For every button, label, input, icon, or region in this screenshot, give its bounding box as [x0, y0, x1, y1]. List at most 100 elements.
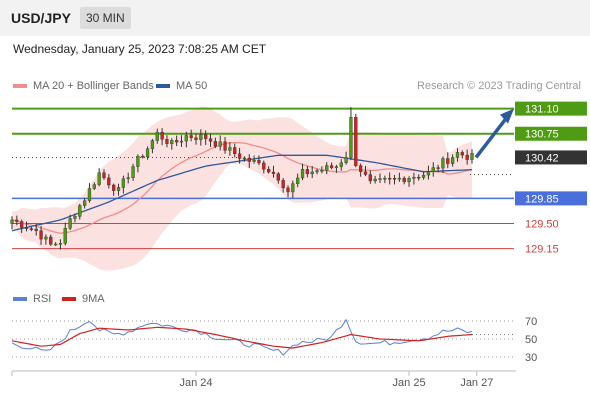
candle-25	[131, 166, 135, 178]
candle-16	[87, 188, 92, 201]
candle-21	[112, 184, 116, 191]
resistance-label-0: 131.10	[525, 104, 559, 116]
ma50-swatch	[156, 84, 170, 88]
legend-ma20: MA 20 + Bollinger Bands	[13, 80, 154, 92]
candle-31	[160, 132, 164, 140]
candle-42	[213, 141, 218, 147]
candle-54	[271, 171, 276, 174]
resistance-label-box-1	[515, 126, 587, 141]
candle-71	[354, 117, 358, 166]
candle-82	[407, 178, 411, 183]
candle-28	[145, 148, 150, 157]
candle-22	[116, 187, 121, 191]
candle-11	[63, 228, 67, 244]
candle-39	[199, 134, 203, 140]
candle-60	[300, 169, 305, 179]
candle-7	[44, 236, 48, 240]
candle-85	[421, 174, 426, 178]
candle-20	[107, 177, 111, 186]
resistance-label-1: 130.75	[525, 129, 559, 141]
legend-9ma: 9MA	[62, 293, 105, 305]
candle-90	[446, 158, 450, 164]
candle-46	[233, 147, 237, 154]
candle-88	[436, 167, 440, 169]
candle-73	[363, 171, 368, 175]
candle-91	[450, 157, 455, 164]
rsi-ma-line	[11, 326, 473, 349]
candle-52	[262, 162, 266, 170]
candle-55	[276, 173, 280, 181]
candle-43	[218, 141, 222, 147]
candle-64	[320, 169, 324, 172]
legend-ma50: MA 50	[156, 80, 207, 92]
candle-38	[194, 137, 198, 140]
candle-84	[417, 176, 421, 179]
candle-9	[53, 243, 58, 246]
ma50-legend-label: MA 50	[176, 80, 208, 92]
candle-95	[470, 153, 474, 160]
candle-83	[412, 176, 416, 179]
candle-68	[339, 162, 343, 167]
candle-3	[24, 227, 29, 229]
candle-35	[179, 140, 184, 143]
candle-8	[49, 236, 53, 245]
candle-30	[155, 132, 159, 141]
symbol-label: USD/JPY	[11, 10, 71, 26]
candle-15	[82, 200, 87, 206]
candle-86	[426, 171, 431, 176]
bollinger-band	[12, 106, 472, 271]
rsi-tick-label-2: 30	[525, 352, 537, 364]
candle-14	[78, 205, 82, 217]
current-price-box	[515, 150, 587, 165]
candle-75	[373, 178, 377, 182]
candle-29	[150, 140, 155, 150]
candle-81	[402, 177, 406, 183]
support-label-3: 129.85	[525, 193, 559, 205]
candle-76	[378, 178, 382, 180]
ma20-swatch	[13, 84, 27, 88]
candle-93	[460, 152, 464, 156]
candle-67	[334, 166, 339, 168]
candle-32	[165, 139, 169, 144]
candle-26	[136, 155, 140, 167]
candle-77	[383, 178, 387, 180]
x-tick-label-0: Jan 24	[179, 377, 212, 389]
candle-66	[329, 165, 334, 168]
candle-47	[237, 153, 242, 159]
support-label-4: 129.50	[525, 219, 559, 231]
candle-48	[242, 157, 247, 160]
candle-63	[315, 170, 319, 173]
candle-5	[34, 228, 38, 231]
candle-17	[92, 184, 96, 189]
candle-13	[73, 216, 77, 219]
x-tick-label-2: Jan 27	[460, 377, 493, 389]
candle-87	[431, 167, 435, 172]
candle-27	[141, 155, 145, 158]
candle-69	[344, 157, 348, 163]
candle-92	[455, 152, 460, 158]
support-label-5: 129.15	[525, 244, 559, 256]
candle-56	[281, 180, 285, 189]
ma50-line	[11, 154, 473, 232]
timeframe-button[interactable]: 30 MIN	[80, 7, 131, 29]
candle-18	[97, 172, 101, 185]
candle-36	[184, 135, 188, 142]
rsi-line	[11, 318, 473, 356]
candle-72	[358, 165, 363, 172]
rsi-legend-label: RSI	[33, 293, 52, 305]
candle-40	[204, 134, 208, 139]
candle-80	[397, 177, 402, 180]
candle-1	[15, 219, 19, 222]
candle-61	[305, 169, 310, 175]
candle-51	[257, 160, 261, 164]
candle-65	[325, 165, 329, 171]
candle-74	[368, 174, 372, 182]
rsi-tick-label-0: 70	[525, 316, 537, 328]
candle-79	[392, 178, 397, 180]
current-price-label: 130.42	[525, 152, 559, 164]
forecast-arrow-head	[500, 108, 514, 124]
candle-41	[208, 138, 213, 142]
rsi-ma-swatch	[62, 297, 76, 301]
candle-23	[121, 178, 126, 188]
